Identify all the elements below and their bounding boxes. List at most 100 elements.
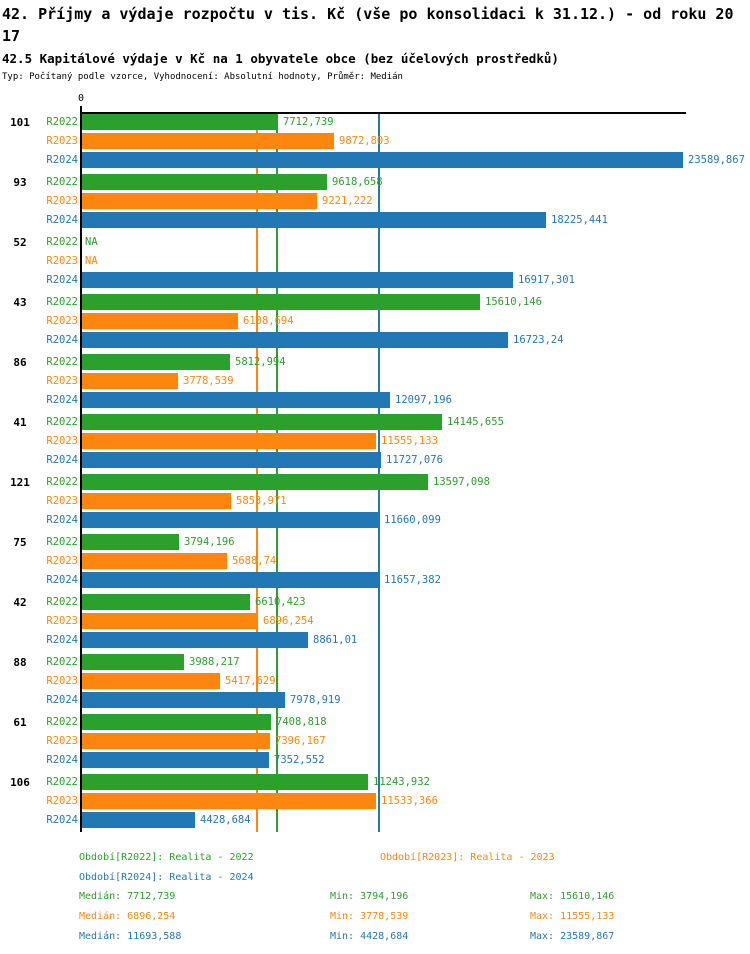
series-label-r2024: R2024 <box>46 754 78 766</box>
value-label: 3988,217 <box>189 656 240 668</box>
bar-r2022 <box>82 354 230 370</box>
series-label-r2024: R2024 <box>46 514 78 526</box>
value-label: 11660,099 <box>384 514 441 526</box>
row-group-label: 86 <box>13 356 27 369</box>
stat-median-r2024: Medián: 11693,588 <box>79 931 182 942</box>
bar-r2022 <box>82 114 278 130</box>
stat-min-r2024: Min: 4428,684 <box>330 931 409 942</box>
series-label-r2022: R2022 <box>46 716 78 728</box>
legend-item-r2023: Období[R2023]: Realita - 2023 <box>380 852 555 863</box>
series-label-r2023: R2023 <box>46 135 78 147</box>
y-axis-line <box>80 106 82 832</box>
value-label: 7352,552 <box>274 754 325 766</box>
value-label: 23589,867 <box>688 154 745 166</box>
stat-min-r2023: Min: 3778,539 <box>330 911 409 922</box>
stat-max-r2024: Max: 23589,867 <box>530 931 615 942</box>
stat-min-r2022: Min: 3794,196 <box>330 891 409 902</box>
series-label-r2024: R2024 <box>46 454 78 466</box>
row-group-label: 75 <box>13 536 27 549</box>
series-label-r2024: R2024 <box>46 394 78 406</box>
bar-r2023 <box>82 553 227 569</box>
value-label: 11243,932 <box>373 776 430 788</box>
series-label-r2023: R2023 <box>46 735 78 747</box>
bar-r2023 <box>82 313 238 329</box>
series-label-r2024: R2024 <box>46 154 78 166</box>
value-label: 8861,01 <box>313 634 358 646</box>
stat-max-r2023: Max: 11555,133 <box>530 911 615 922</box>
bar-r2022 <box>82 414 442 430</box>
row-group-label: 101 <box>10 116 30 129</box>
series-label-r2024: R2024 <box>46 814 78 826</box>
bar-r2023 <box>82 793 376 809</box>
series-label-r2022: R2022 <box>46 296 78 308</box>
row-group-label: 93 <box>13 176 27 189</box>
series-label-r2022: R2022 <box>46 416 78 428</box>
bar-r2024 <box>82 692 285 708</box>
bar-r2023 <box>82 673 220 689</box>
bar-r2022 <box>82 174 327 190</box>
indicator-meta: Typ: Počítaný podle vzorce, Vyhodnocení:… <box>2 72 403 82</box>
bar-r2024 <box>82 752 269 768</box>
bar-r2022 <box>82 534 179 550</box>
value-label: 7408,818 <box>276 716 327 728</box>
bar-r2024 <box>82 212 546 228</box>
row-group-label: 52 <box>13 236 27 249</box>
stat-median-r2022: Medián: 7712,739 <box>79 891 176 902</box>
series-label-r2022: R2022 <box>46 536 78 548</box>
series-label-r2024: R2024 <box>46 214 78 226</box>
median-line-r2023 <box>256 114 258 832</box>
value-label: 5688,74 <box>232 555 277 567</box>
bar-r2022 <box>82 594 250 610</box>
value-label: 4428,684 <box>200 814 251 826</box>
value-label: 13597,098 <box>433 476 490 488</box>
bar-r2024 <box>82 152 683 168</box>
value-label: 9872,803 <box>339 135 390 147</box>
value-label: 5853,971 <box>236 495 287 507</box>
series-label-r2023: R2023 <box>46 615 78 627</box>
value-label: 18225,441 <box>551 214 608 226</box>
row-group-label: 61 <box>13 716 27 729</box>
value-label: 7712,739 <box>283 116 334 128</box>
series-label-r2022: R2022 <box>46 356 78 368</box>
value-label: 9221,222 <box>322 195 373 207</box>
bar-r2022 <box>82 774 368 790</box>
series-label-r2024: R2024 <box>46 694 78 706</box>
series-label-r2022: R2022 <box>46 476 78 488</box>
bar-r2024 <box>82 392 390 408</box>
series-label-r2023: R2023 <box>46 495 78 507</box>
bar-r2024 <box>82 812 195 828</box>
value-label: 7978,919 <box>290 694 341 706</box>
series-label-r2022: R2022 <box>46 236 78 248</box>
stat-max-r2022: Max: 15610,146 <box>530 891 615 902</box>
bar-r2024 <box>82 452 381 468</box>
indicator-subtitle: 42.5 Kapitálové výdaje v Kč na 1 obyvate… <box>2 51 559 66</box>
x-axis-zero-tick-label: 0 <box>77 93 85 104</box>
value-label: 9618,658 <box>332 176 383 188</box>
bar-r2022 <box>82 714 271 730</box>
value-label: 11657,382 <box>384 574 441 586</box>
series-label-r2023: R2023 <box>46 315 78 327</box>
value-label: 16723,24 <box>513 334 564 346</box>
series-label-r2024: R2024 <box>46 574 78 586</box>
bar-r2024 <box>82 332 508 348</box>
value-label: 3778,539 <box>183 375 234 387</box>
report-title: 42. Příjmy a výdaje rozpočtu v tis. Kč (… <box>2 5 734 45</box>
value-label: 16917,301 <box>518 274 575 286</box>
median-line-r2024 <box>378 114 380 832</box>
bar-r2023 <box>82 733 270 749</box>
series-label-r2022: R2022 <box>46 656 78 668</box>
bar-r2024 <box>82 572 379 588</box>
series-label-r2023: R2023 <box>46 435 78 447</box>
series-label-r2024: R2024 <box>46 634 78 646</box>
value-label: 3794,196 <box>184 536 235 548</box>
value-label: 11727,076 <box>386 454 443 466</box>
value-label: 6610,423 <box>255 596 306 608</box>
x-axis-line <box>80 112 686 114</box>
row-group-label: 42 <box>13 596 27 609</box>
row-group-label: 106 <box>10 776 30 789</box>
series-label-r2022: R2022 <box>46 596 78 608</box>
report-header: 42. Příjmy a výdaje rozpočtu v tis. Kč (… <box>2 3 748 83</box>
na-label: NA <box>85 236 98 248</box>
series-label-r2023: R2023 <box>46 675 78 687</box>
value-label: 14145,655 <box>447 416 504 428</box>
